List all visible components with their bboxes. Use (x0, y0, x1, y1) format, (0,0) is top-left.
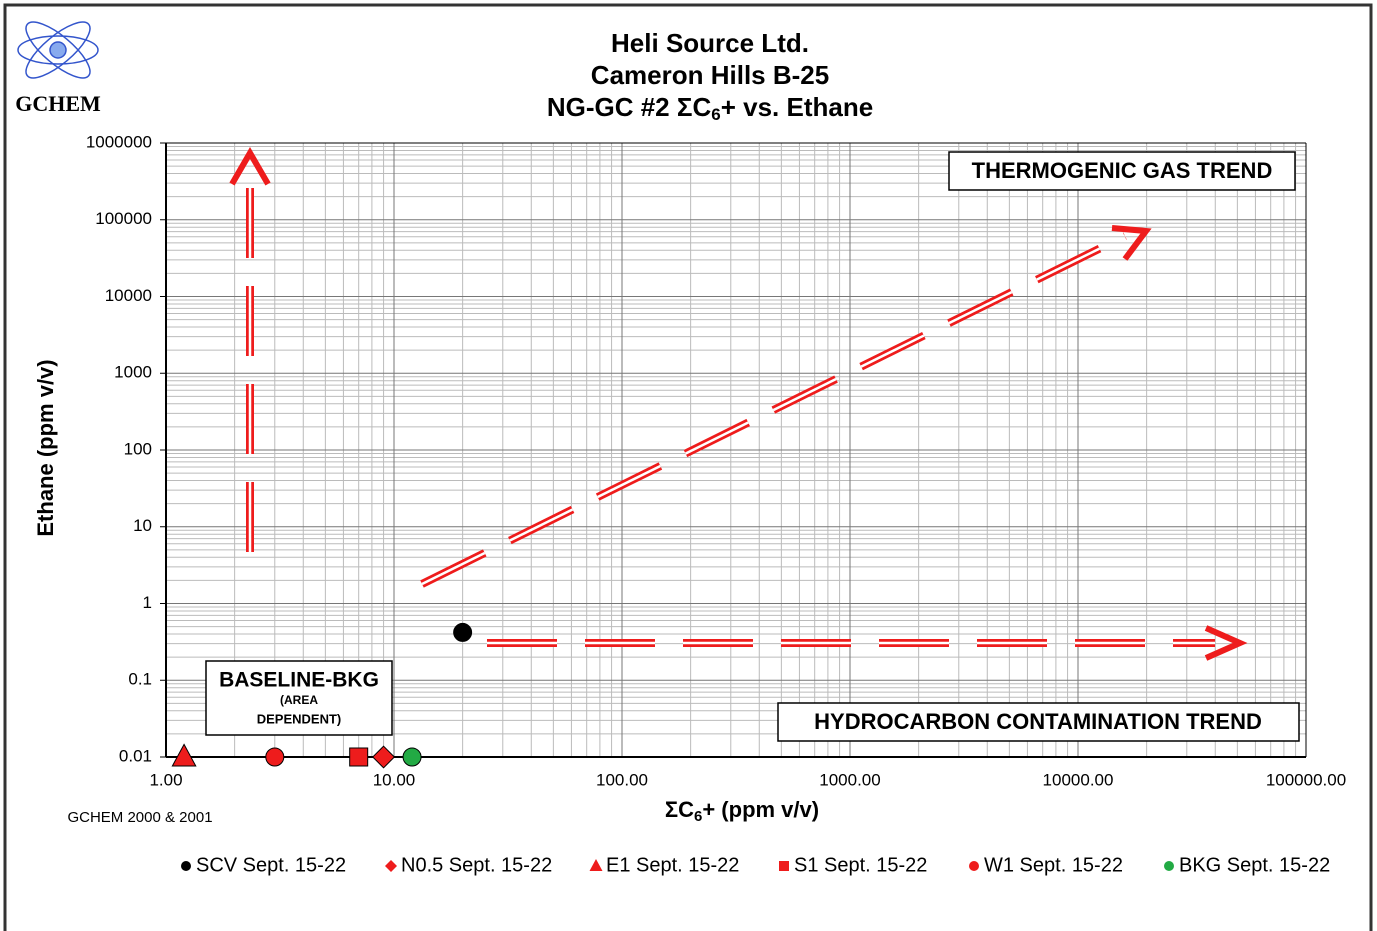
x-tick-label: 10.00 (373, 770, 416, 789)
legend-label: N0.5 Sept. 15-22 (401, 854, 552, 876)
y-tick-label: 10000 (105, 286, 152, 305)
marker (349, 747, 369, 767)
legend-label: SCV Sept. 15-22 (196, 854, 346, 876)
x-tick-label: 1.00 (149, 770, 182, 789)
label-part: ΣC (665, 797, 694, 822)
annotation: (AREA (280, 693, 318, 707)
annotation: BASELINE-BKG (219, 669, 379, 692)
label-part: + (ppm v/v) (702, 797, 819, 822)
trend-arrows (229, 147, 1248, 661)
y-tick-label: 10 (133, 516, 152, 535)
title-part: + vs. Ethane (721, 92, 873, 122)
marker (453, 622, 473, 642)
annotation-box (205, 660, 393, 736)
legend-label: E1 Sept. 15-22 (606, 854, 739, 876)
data-marks (171, 622, 473, 769)
y-tick-label: 1000000 (86, 132, 152, 151)
marker (1164, 861, 1174, 871)
annotation-box (948, 151, 1296, 191)
chart-title: Heli Source Ltd. (611, 28, 809, 58)
logo-graphic (17, 21, 99, 79)
marker (171, 743, 197, 767)
marker (372, 745, 396, 769)
y-tick-label: 100000 (95, 209, 152, 228)
arrow-head (229, 147, 271, 186)
x-axis-label: ΣC6+ (ppm v/v) (665, 797, 819, 825)
annotation: DEPENDENT) (257, 711, 342, 726)
x-tick-label: 100000.00 (1266, 770, 1346, 789)
marker (402, 747, 422, 767)
arrow-head (1204, 625, 1248, 661)
trend-line-gap (421, 234, 1126, 586)
marker (779, 861, 789, 871)
y-tick-label: 1000 (114, 363, 152, 382)
legend-label: S1 Sept. 15-22 (794, 854, 927, 876)
title-part: NG-GC #2 ΣC (547, 92, 712, 122)
annotation-boxes: THERMOGENIC GAS TREND HYDROCARBON CONTAMI… (205, 151, 1300, 742)
x-tick-label: 1000.00 (819, 770, 880, 789)
arrow-head (1111, 225, 1152, 261)
marker (181, 861, 191, 871)
y-tick-label: 0.1 (128, 670, 152, 689)
marker (265, 747, 285, 767)
logo-text: GCHEM (15, 91, 101, 116)
footnote: GCHEM 2000 & 2001 (67, 809, 212, 826)
marker (589, 859, 603, 871)
marker (969, 861, 979, 871)
y-axis-label: Ethane (ppm v/v) (33, 359, 58, 536)
marker (385, 860, 397, 872)
legend-label: BKG Sept. 15-22 (1179, 854, 1330, 876)
y-tick-label: 1 (143, 593, 152, 612)
label-part: 6 (694, 808, 702, 825)
annotation: HYDROCARBON CONTAMINATION TREND (814, 709, 1262, 734)
title-part: 6 (711, 105, 720, 124)
x-tick-label: 100.00 (596, 770, 648, 789)
y-tick-label: 100 (124, 439, 152, 458)
legend-label: W1 Sept. 15-22 (984, 854, 1123, 876)
chart-title: NG-GC #2 ΣC6+ vs. Ethane (547, 92, 873, 125)
x-tick-label: 10000.00 (1043, 770, 1114, 789)
annotation: THERMOGENIC GAS TREND (972, 158, 1273, 183)
chart-title: Cameron Hills B-25 (591, 60, 829, 90)
y-tick-label: 0.01 (119, 746, 152, 765)
annotation-box (777, 702, 1300, 742)
legend: SCV Sept. 15-22 N0.5 Sept. 15-22 E1 Sept. … (181, 854, 1330, 876)
